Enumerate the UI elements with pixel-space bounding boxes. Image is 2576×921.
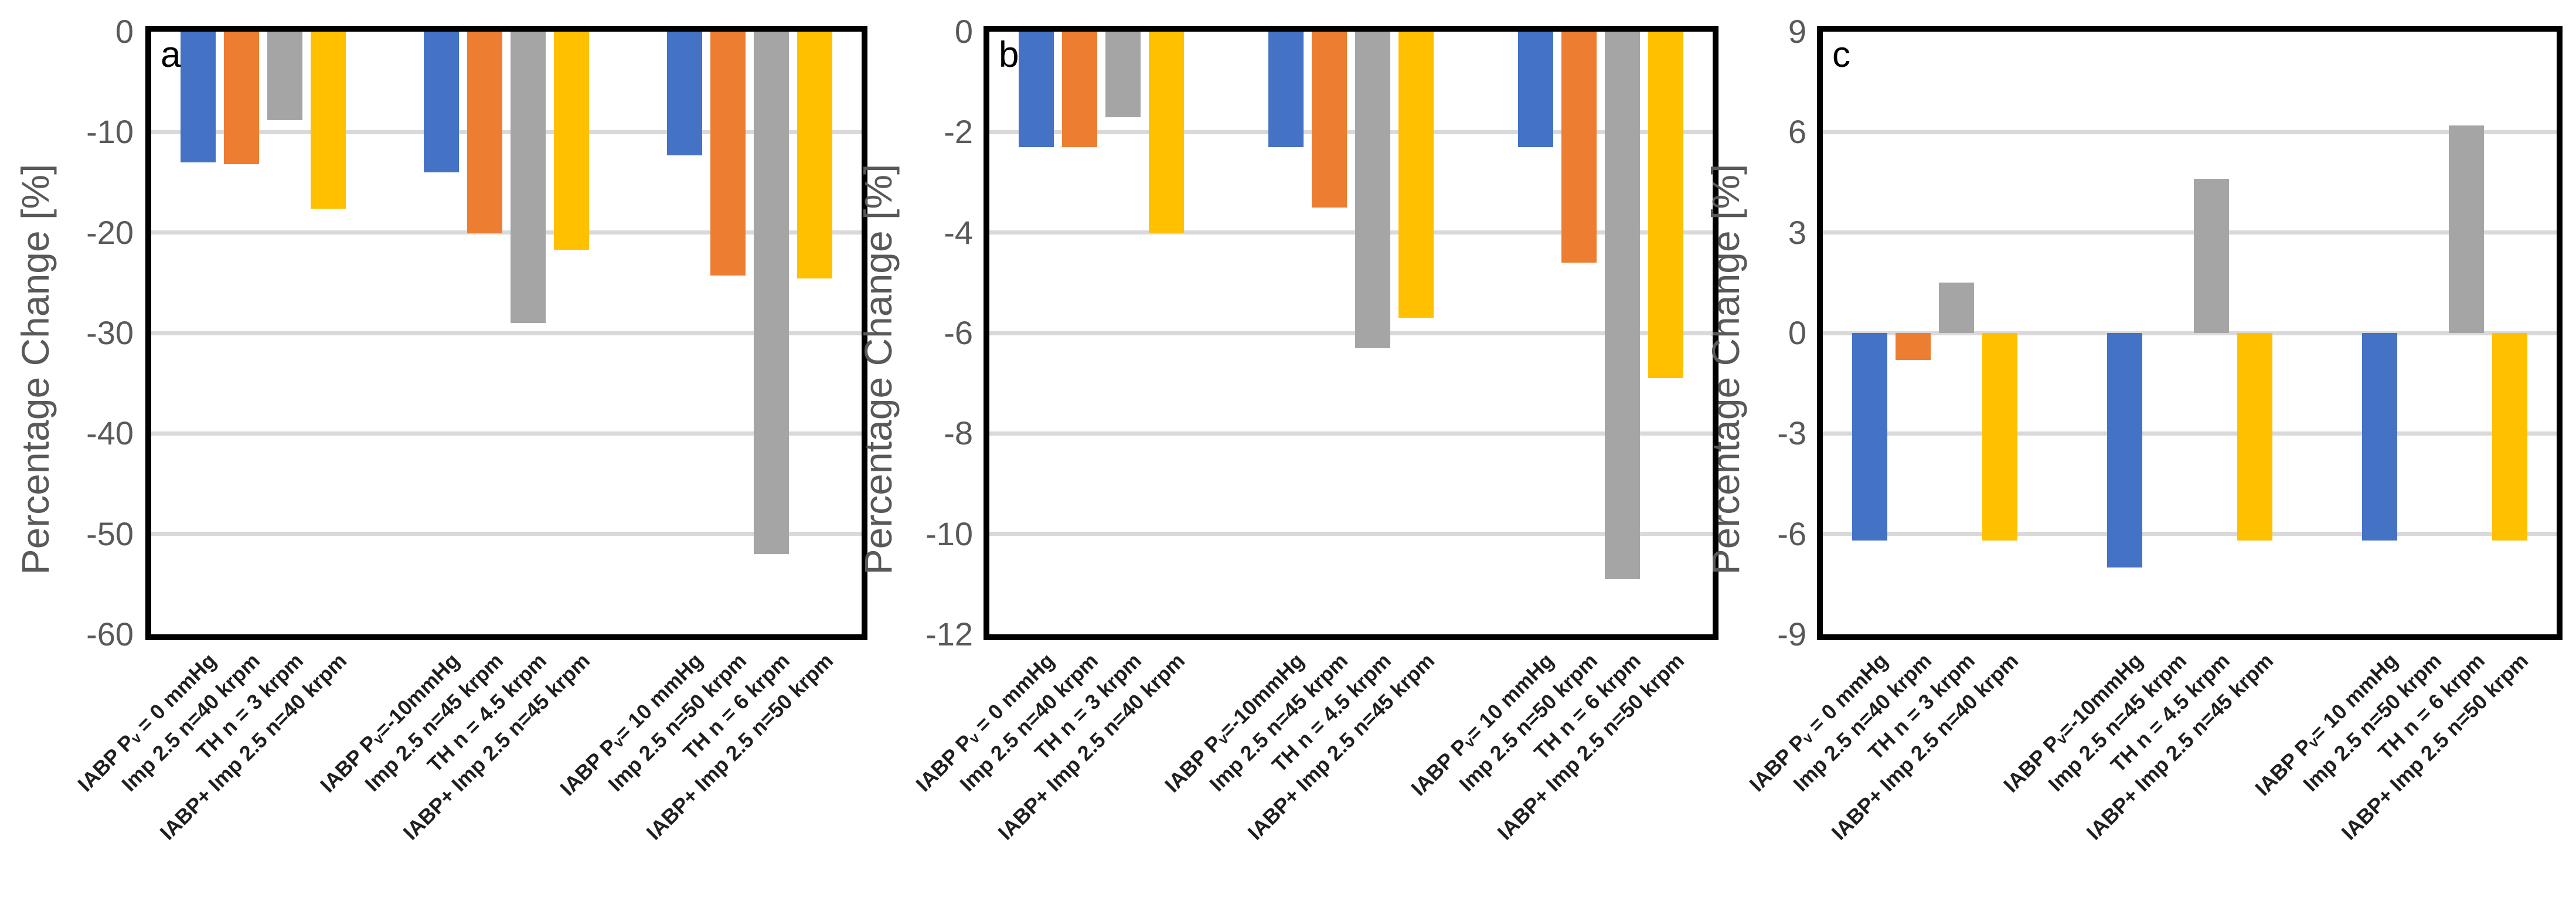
y-tick-label: -10 — [86, 113, 134, 151]
bar-gray-3 — [1939, 283, 1974, 333]
bar-orange-10 — [710, 32, 746, 276]
gridline — [151, 130, 862, 134]
bar-yellow-8 — [2237, 333, 2272, 541]
y-tick-label: -9 — [1777, 616, 1806, 652]
bar-yellow-4 — [311, 32, 346, 209]
bar-gray-7 — [1355, 32, 1390, 348]
y-tick-label: -4 — [944, 213, 973, 251]
y-tick-label: 3 — [1788, 213, 1806, 251]
bar-yellow-4 — [1149, 32, 1184, 233]
gridline — [989, 532, 1713, 536]
gridline — [989, 431, 1713, 436]
bar-blue-1 — [1852, 333, 1887, 541]
bar-blue-1 — [181, 32, 216, 162]
y-tick-label: -60 — [86, 616, 134, 652]
gridline — [1823, 230, 2557, 235]
gridline — [1823, 532, 2557, 536]
gridline — [989, 230, 1713, 235]
y-tick-label: 0 — [954, 13, 973, 50]
bar-gray-11 — [754, 32, 789, 554]
panel-letter-a: a — [161, 35, 181, 75]
bar-gray-7 — [511, 32, 546, 323]
gridline — [151, 532, 862, 536]
bar-yellow-12 — [797, 32, 832, 279]
bar-gray-3 — [267, 32, 302, 120]
bar-yellow-12 — [2492, 333, 2527, 541]
bar-yellow-12 — [1648, 32, 1683, 379]
bar-blue-9 — [1518, 32, 1553, 148]
bar-orange-6 — [467, 32, 502, 234]
y-tick-label: 9 — [1788, 13, 1806, 50]
y-tick-label: -8 — [944, 414, 973, 452]
y-tick-label: -50 — [86, 515, 134, 552]
bar-blue-9 — [2362, 333, 2397, 541]
plot-area-a: a — [145, 26, 867, 640]
y-tick-label: -6 — [1777, 515, 1806, 552]
bar-blue-1 — [1019, 32, 1054, 148]
plot-area-b: b — [984, 26, 1719, 640]
bar-blue-5 — [424, 32, 459, 172]
y-tick-label: -10 — [925, 515, 973, 552]
bar-yellow-4 — [1982, 333, 2017, 541]
bar-orange-2 — [1062, 32, 1097, 148]
bar-orange-2 — [1896, 333, 1931, 360]
bar-gray-11 — [2449, 125, 2484, 333]
y-tick-label: -30 — [86, 314, 134, 351]
gridline — [989, 130, 1713, 134]
y-tick-label: -20 — [86, 213, 134, 251]
panel-letter-b: b — [999, 35, 1019, 75]
bar-gray-7 — [2194, 179, 2229, 333]
bar-orange-6 — [1312, 32, 1347, 208]
bar-gray-11 — [1605, 32, 1640, 579]
bar-yellow-8 — [554, 32, 589, 250]
y-tick-label: -6 — [944, 314, 973, 351]
bar-gray-3 — [1105, 32, 1141, 117]
y-tick-label: -2 — [944, 113, 973, 151]
y-tick-label: -3 — [1777, 414, 1806, 452]
y-tick-label: 6 — [1788, 113, 1806, 151]
bar-orange-10 — [1561, 32, 1597, 263]
gridline — [1823, 130, 2557, 134]
y-tick-label: -40 — [86, 414, 134, 452]
plot-area-c: c — [1817, 26, 2563, 640]
bar-blue-5 — [1268, 32, 1304, 148]
bar-orange-2 — [224, 32, 259, 165]
gridline — [989, 331, 1713, 335]
y-tick-label: 0 — [1788, 314, 1806, 351]
gridline — [1823, 431, 2557, 436]
gridline — [1823, 331, 2557, 335]
bar-blue-5 — [2107, 333, 2142, 567]
bar-yellow-8 — [1398, 32, 1434, 318]
panel-letter-c: c — [1832, 35, 1850, 75]
gridline — [151, 230, 862, 235]
y-tick-label: 0 — [115, 13, 134, 50]
y-tick-label: -12 — [925, 616, 973, 652]
gridline — [151, 431, 862, 436]
gridline — [151, 331, 862, 335]
bar-blue-9 — [667, 32, 702, 155]
